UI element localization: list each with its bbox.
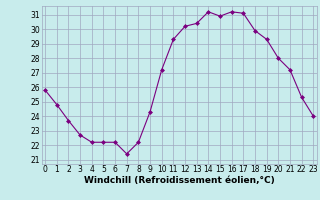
X-axis label: Windchill (Refroidissement éolien,°C): Windchill (Refroidissement éolien,°C) <box>84 176 275 185</box>
